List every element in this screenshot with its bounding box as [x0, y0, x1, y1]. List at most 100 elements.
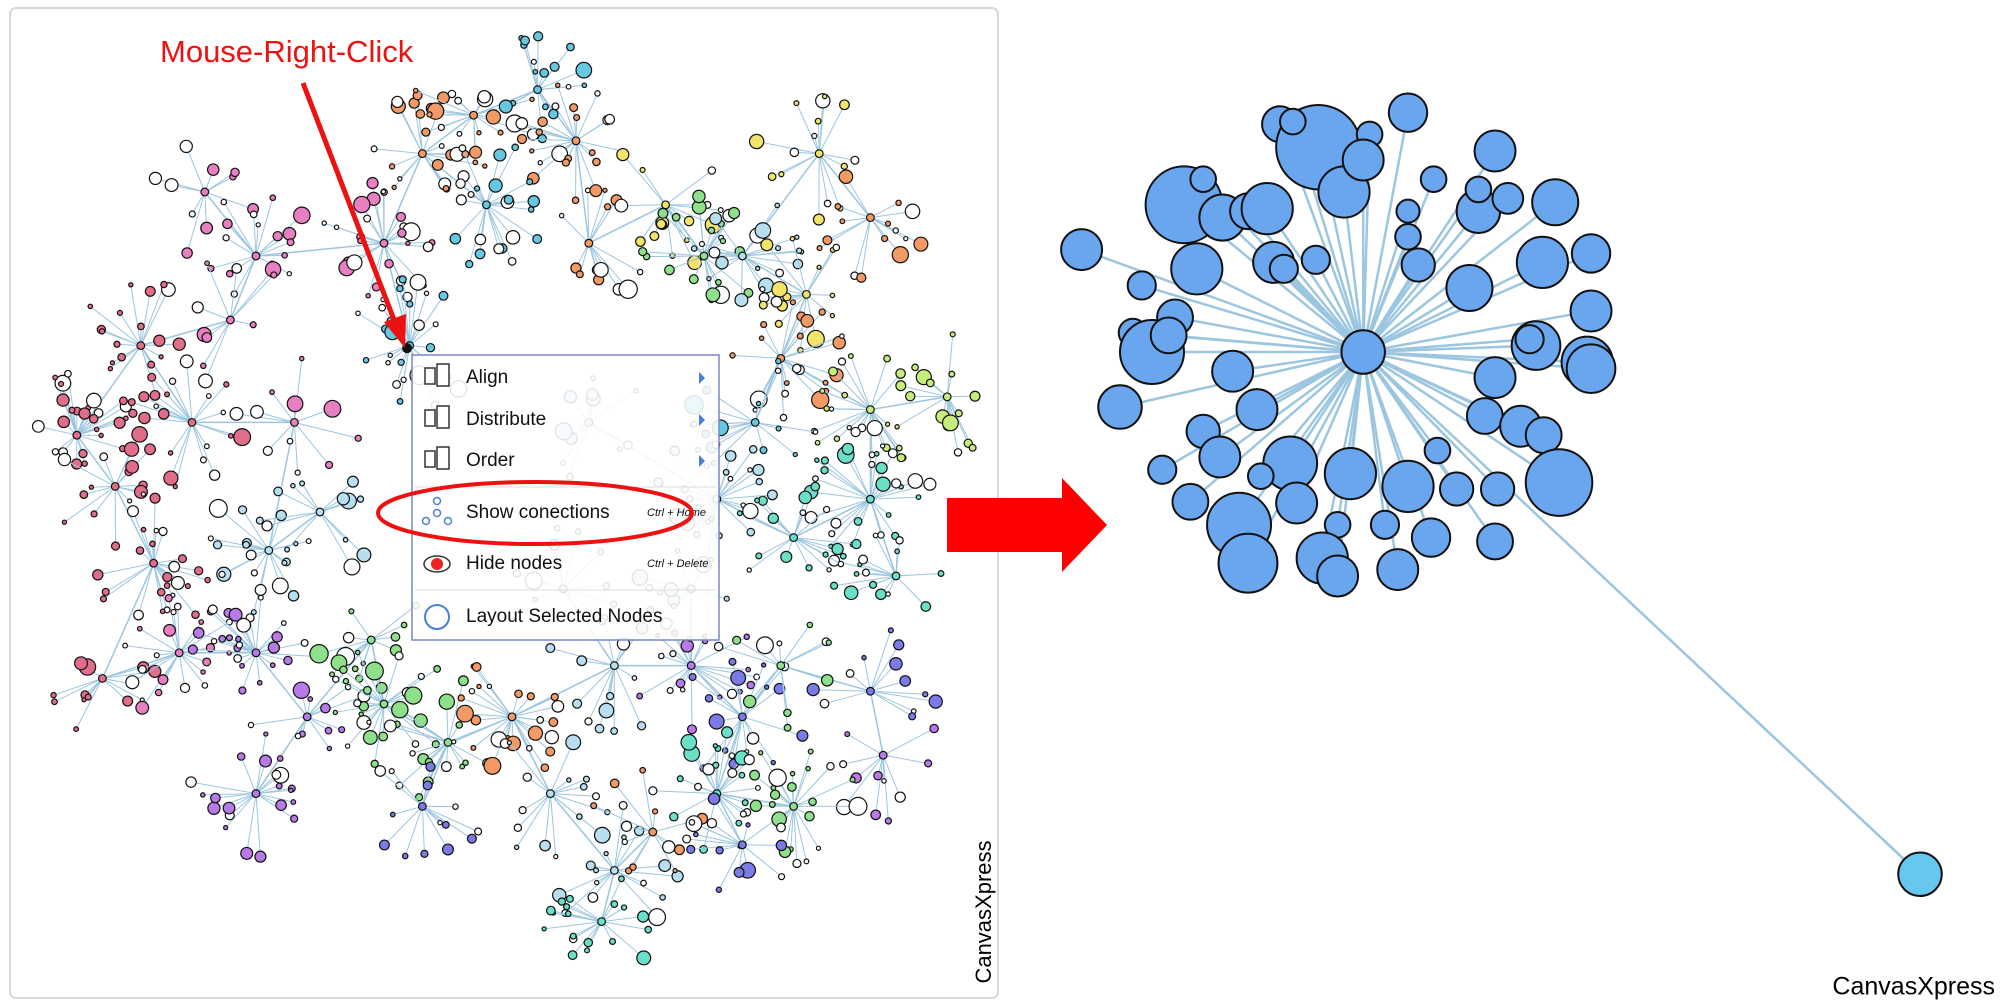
edge — [833, 575, 897, 587]
edge — [592, 870, 615, 898]
node — [746, 680, 756, 690]
edge — [1081, 248, 1364, 354]
edge — [716, 793, 748, 813]
node — [72, 430, 82, 440]
edge — [690, 844, 743, 850]
edge — [601, 916, 644, 923]
node — [889, 656, 903, 671]
edge — [485, 204, 503, 249]
node — [904, 203, 921, 220]
edge — [409, 323, 436, 346]
edge — [259, 511, 321, 522]
node — [299, 355, 305, 362]
node — [616, 147, 630, 162]
node — [98, 328, 106, 335]
node — [164, 391, 171, 398]
node — [79, 490, 89, 499]
node — [908, 712, 917, 721]
edge — [76, 400, 124, 436]
node — [136, 625, 143, 632]
node — [1897, 851, 1943, 897]
node — [125, 675, 140, 690]
edge — [843, 754, 884, 808]
node — [250, 609, 257, 616]
node — [683, 215, 695, 227]
node — [533, 31, 544, 42]
node — [801, 289, 811, 299]
node — [1189, 165, 1217, 193]
node — [1170, 242, 1224, 296]
node — [775, 357, 782, 365]
edge — [521, 122, 577, 142]
node — [805, 765, 811, 772]
node — [891, 246, 910, 264]
node — [358, 711, 364, 717]
node — [379, 699, 389, 709]
edge — [793, 779, 853, 807]
node — [92, 569, 104, 581]
edge — [742, 844, 782, 846]
edge — [781, 153, 820, 175]
node — [31, 419, 45, 433]
edge — [588, 665, 615, 722]
menu-item[interactable]: Order — [424, 446, 705, 471]
edge — [847, 733, 884, 756]
node — [525, 744, 533, 752]
node — [153, 334, 166, 347]
node — [198, 373, 213, 389]
node — [1126, 270, 1157, 301]
node — [891, 571, 901, 581]
edge — [569, 898, 602, 923]
edge — [158, 652, 180, 693]
menu-item[interactable]: Align — [424, 363, 705, 388]
node — [1341, 138, 1385, 182]
edge — [524, 40, 539, 90]
edge — [716, 494, 773, 500]
edge — [795, 102, 820, 154]
edge — [140, 289, 169, 346]
edge — [860, 217, 871, 278]
edge — [716, 793, 740, 824]
node — [413, 319, 425, 331]
node — [618, 875, 625, 883]
edge — [793, 765, 831, 807]
node — [423, 290, 430, 297]
node — [822, 505, 831, 514]
node — [825, 639, 832, 646]
node — [887, 448, 898, 459]
node — [545, 643, 556, 654]
node — [865, 686, 875, 696]
node — [1300, 244, 1331, 275]
node — [88, 413, 99, 424]
node — [192, 627, 205, 639]
node — [272, 230, 283, 242]
node — [679, 686, 686, 693]
edge — [517, 793, 551, 829]
edge — [191, 422, 208, 447]
menu-item[interactable]: Layout Selected Nodes — [424, 604, 662, 630]
edge — [754, 422, 796, 455]
edge — [790, 806, 795, 850]
node — [597, 917, 607, 927]
node — [610, 900, 619, 909]
node — [443, 737, 453, 747]
node — [378, 839, 390, 851]
node — [564, 910, 572, 918]
edge — [277, 490, 321, 513]
node — [686, 661, 696, 671]
node — [286, 238, 295, 247]
node — [693, 831, 699, 838]
menu-item[interactable]: Distribute — [424, 405, 705, 430]
node — [533, 85, 543, 95]
node — [865, 405, 875, 415]
node — [778, 171, 785, 178]
menu-item[interactable]: Hide nodes Ctrl + Delete — [423, 553, 708, 574]
node — [415, 109, 426, 119]
node — [245, 549, 257, 561]
edge — [793, 806, 819, 849]
node — [830, 517, 842, 529]
network-right — [1060, 92, 1943, 897]
node — [170, 575, 185, 590]
node — [385, 359, 391, 366]
edge — [691, 665, 757, 678]
